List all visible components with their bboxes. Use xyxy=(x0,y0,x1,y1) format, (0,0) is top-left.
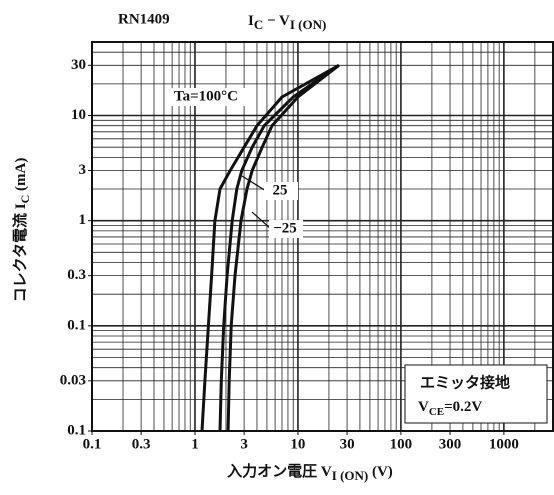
y-tick-label: 0.03 xyxy=(60,372,86,388)
x-tick-label: 10 xyxy=(290,436,305,452)
y-tick-label: 0.3 xyxy=(67,267,86,283)
y-tick-label: 0.1 xyxy=(67,317,86,333)
y-label-part: (mA) xyxy=(13,158,29,195)
y-axis-label: コレクタ電流 IC (mA) xyxy=(11,158,31,303)
subtitle-part: I xyxy=(248,13,254,29)
x-tick-label: 100 xyxy=(390,436,413,452)
y-tick-label: 1 xyxy=(79,212,87,228)
subtitle-sub: C xyxy=(254,17,263,32)
annotation-part: V xyxy=(418,399,429,415)
x-tick-label: 0.3 xyxy=(132,436,151,452)
leader-line xyxy=(251,211,272,230)
plot-frame xyxy=(91,41,554,432)
chart-subtitle: IC − VI (ON) xyxy=(248,13,326,32)
series-line xyxy=(200,63,340,432)
label-bg xyxy=(166,88,246,106)
annotation-text: VCE=0.2V xyxy=(418,399,482,417)
annotation-text: エミッタ接地 xyxy=(420,373,510,391)
y-tick-label: 10 xyxy=(71,107,86,123)
label-bg xyxy=(269,220,303,238)
y-tick-label: 0.1 xyxy=(67,422,86,438)
x-label-part: (V) xyxy=(368,464,393,480)
x-tick-label: 3 xyxy=(240,436,248,452)
annotation-part: =0.2V xyxy=(444,399,482,415)
subtitle-part: − V xyxy=(263,13,290,29)
x-label-part: 入力オン電圧 V xyxy=(227,462,332,480)
x-axis-label: 入力オン電圧 VI (ON) (V) xyxy=(227,462,393,483)
annotation-box xyxy=(404,364,548,424)
y-label-part: コレクタ電流 I xyxy=(11,203,29,302)
subtitle-sub: I (ON) xyxy=(290,17,326,32)
annotation-sub: CE xyxy=(429,406,444,418)
x-tick-label: 300 xyxy=(439,436,462,452)
series-label: Ta=100°C xyxy=(174,88,238,104)
x-tick-label: 30 xyxy=(340,436,355,452)
chart-title: RN1409 xyxy=(118,11,170,27)
y-tick-label: 30 xyxy=(71,57,86,73)
x-tick-label: 1000 xyxy=(489,436,519,452)
leader-line xyxy=(241,175,267,192)
series-line xyxy=(218,64,340,432)
series-label: 25 xyxy=(273,182,288,198)
series-label: −25 xyxy=(273,220,297,236)
x-label-sub: I (ON) xyxy=(332,468,368,483)
x-tick-label: 0.1 xyxy=(83,436,102,452)
series-line xyxy=(226,64,340,432)
x-tick-label: 1 xyxy=(191,436,199,452)
y-label-sub: C xyxy=(18,195,32,204)
y-tick-label: 3 xyxy=(79,162,87,178)
label-bg xyxy=(264,182,298,200)
